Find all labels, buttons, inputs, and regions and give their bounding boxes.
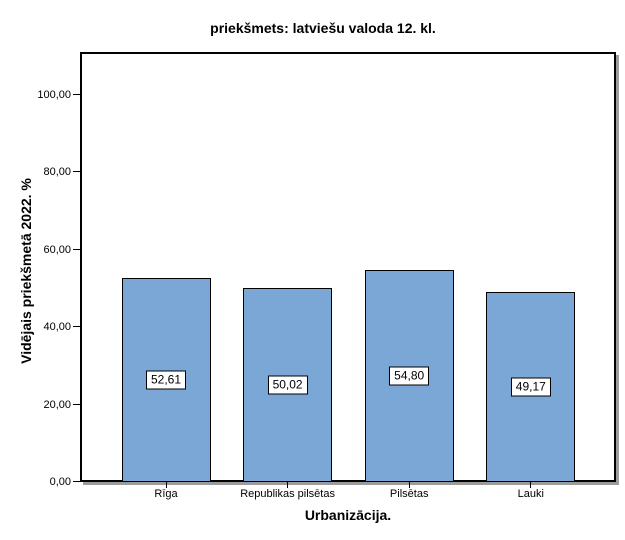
bar-value-label: 50,02	[267, 375, 308, 395]
y-tick-mark	[73, 404, 80, 405]
y-tick-mark	[73, 481, 80, 482]
y-axis-title: Vidējais priekšmetā 2022. %	[18, 178, 34, 364]
y-tick-label: 60,00	[43, 244, 71, 256]
x-category-label: Rīga	[154, 488, 178, 500]
x-axis-title: Urbanizācija.	[304, 507, 392, 523]
x-category-label: Lauki	[517, 488, 544, 500]
y-tick-mark	[73, 171, 80, 172]
y-tick-label: 100,00	[37, 89, 71, 101]
chart-title: priekšmets: latviešu valoda 12. kl.	[210, 20, 436, 36]
y-tick-mark	[73, 326, 80, 327]
x-tick-mark	[530, 482, 532, 488]
y-tick-label: 80,00	[43, 166, 71, 178]
y-tick-label: 0,00	[49, 476, 71, 488]
y-tick-mark	[73, 249, 80, 250]
y-tick-mark	[73, 94, 80, 95]
x-category-label: Pilsētas	[389, 488, 429, 500]
bar-value-label: 52,61	[145, 370, 187, 390]
y-tick-label: 40,00	[43, 321, 71, 333]
x-category-label: Republikas pilsētas	[240, 488, 335, 500]
bar-value-label: 49,17	[510, 377, 551, 397]
bar-value-label: 54,80	[389, 366, 430, 386]
x-tick-mark	[287, 482, 289, 488]
y-tick-label: 20,00	[43, 399, 71, 411]
x-tick-mark	[408, 482, 410, 488]
x-tick-mark	[165, 482, 167, 488]
